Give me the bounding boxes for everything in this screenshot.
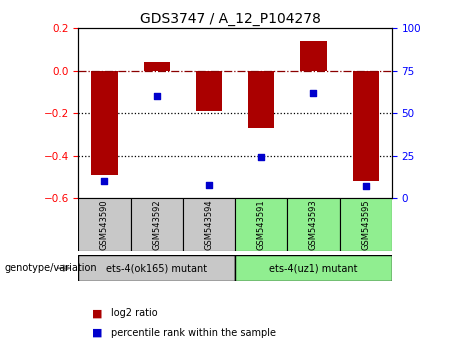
Bar bbox=[196, 71, 222, 111]
Bar bbox=[130, 198, 183, 251]
Text: genotype/variation: genotype/variation bbox=[5, 263, 97, 273]
Point bbox=[205, 182, 213, 188]
Point bbox=[362, 183, 369, 189]
Bar bbox=[78, 255, 235, 281]
Bar bbox=[301, 41, 326, 71]
Text: GSM543594: GSM543594 bbox=[205, 199, 213, 250]
Point bbox=[101, 178, 108, 184]
Text: percentile rank within the sample: percentile rank within the sample bbox=[111, 328, 276, 338]
Point bbox=[258, 155, 265, 160]
Bar bbox=[340, 198, 392, 251]
Point bbox=[153, 93, 160, 99]
Text: GSM543593: GSM543593 bbox=[309, 199, 318, 250]
Text: ets-4(uz1) mutant: ets-4(uz1) mutant bbox=[269, 263, 358, 273]
Bar bbox=[235, 255, 392, 281]
Point bbox=[310, 90, 317, 96]
Text: ■: ■ bbox=[92, 328, 103, 338]
Bar bbox=[235, 198, 287, 251]
Text: GSM543590: GSM543590 bbox=[100, 199, 109, 250]
Bar bbox=[78, 198, 130, 251]
Text: log2 ratio: log2 ratio bbox=[111, 308, 157, 318]
Text: GSM543591: GSM543591 bbox=[257, 199, 266, 250]
Text: GSM543595: GSM543595 bbox=[361, 199, 370, 250]
Text: GDS3747 / A_12_P104278: GDS3747 / A_12_P104278 bbox=[140, 12, 321, 27]
Text: GSM543592: GSM543592 bbox=[152, 199, 161, 250]
Bar bbox=[91, 71, 118, 175]
Bar bbox=[287, 198, 340, 251]
Bar bbox=[144, 62, 170, 71]
Bar bbox=[183, 198, 235, 251]
Bar bbox=[353, 71, 379, 181]
Text: ets-4(ok165) mutant: ets-4(ok165) mutant bbox=[106, 263, 207, 273]
Bar bbox=[248, 71, 274, 128]
Text: ■: ■ bbox=[92, 308, 103, 318]
